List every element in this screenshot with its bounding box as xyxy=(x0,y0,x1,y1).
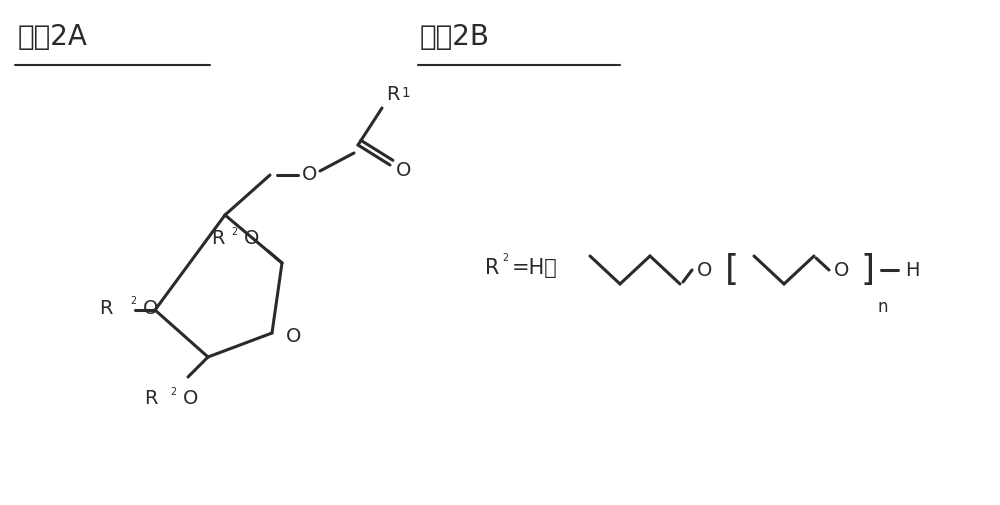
Text: R: R xyxy=(485,258,499,278)
Text: O: O xyxy=(143,298,158,318)
Text: ]: ] xyxy=(861,253,875,287)
Text: =H或: =H或 xyxy=(512,258,558,278)
Text: O: O xyxy=(286,328,301,346)
Text: O: O xyxy=(396,162,411,180)
Text: R: R xyxy=(144,389,158,409)
Text: H: H xyxy=(905,261,919,279)
Text: R: R xyxy=(100,298,113,318)
Text: 通式2A: 通式2A xyxy=(18,23,88,51)
Text: [: [ xyxy=(725,253,739,287)
Text: $^2$: $^2$ xyxy=(231,227,238,241)
Text: R: R xyxy=(386,85,400,104)
Text: 1: 1 xyxy=(402,86,411,100)
Text: O: O xyxy=(697,261,713,279)
Text: O: O xyxy=(183,389,198,409)
Text: 通式2B: 通式2B xyxy=(420,23,490,51)
Text: O: O xyxy=(834,261,850,279)
Text: O: O xyxy=(244,229,259,248)
Text: $^2$: $^2$ xyxy=(502,253,509,267)
Text: $^2$: $^2$ xyxy=(130,296,137,310)
Text: n: n xyxy=(878,298,888,316)
Text: O: O xyxy=(302,166,318,184)
Text: $^2$: $^2$ xyxy=(170,387,177,401)
Text: R: R xyxy=(212,229,225,248)
